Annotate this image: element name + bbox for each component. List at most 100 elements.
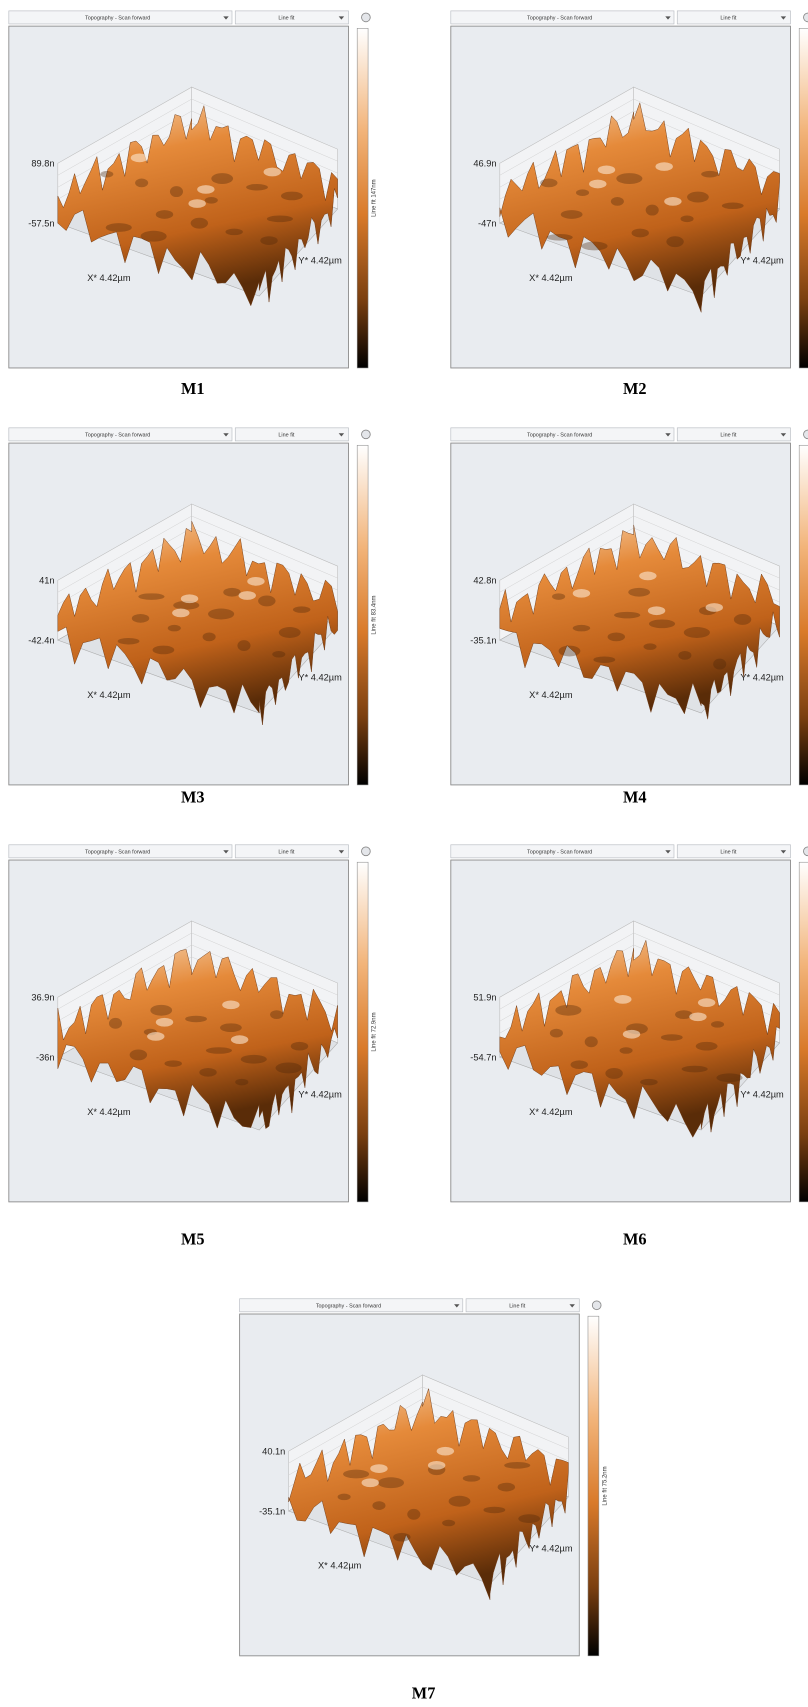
view-dropdown[interactable] [239,1298,464,1313]
z-max-label: 36.9n [31,992,54,1002]
filter-dropdown[interactable] [234,427,349,442]
afm-panel: Topography - Scan forward Line fit 41n -42.… [8,427,378,806]
surface-shade [266,215,293,223]
dropdown-arrow [338,433,345,437]
surface-shade [190,217,209,229]
surface-shade [167,624,181,632]
settings-icon[interactable] [803,429,808,440]
surface-shade [105,223,132,232]
filter-dropdown[interactable] [676,844,791,859]
view-label: Topography - Scan forward [316,1303,381,1309]
view-label: Topography - Scan forward [85,850,150,856]
settings-icon[interactable] [591,1300,602,1311]
surface [288,1388,569,1600]
surface-shade [108,1017,123,1029]
surface-shade [100,170,114,178]
surface-shade [372,1501,386,1510]
view-label: Topography - Scan forward [527,433,592,439]
surface-shade [610,197,624,206]
view-dropdown[interactable] [450,10,675,25]
surface-highlight [647,606,666,616]
y-axis-label: Y* 4.42µm [298,672,342,682]
surface-shade [733,613,752,625]
surface-shade [549,1028,563,1038]
surface [499,524,780,720]
surface-highlight [238,591,256,600]
dropdown-arrow [223,850,229,854]
dropdown-arrow [223,433,229,437]
view-label: Topography - Scan forward [85,433,150,439]
view-dropdown[interactable] [450,427,675,442]
surface-highlight [180,594,199,604]
filter-dropdown[interactable] [234,844,349,859]
y-axis-label: Y* 4.42µm [740,1089,784,1099]
filter-dropdown[interactable] [234,10,349,25]
settings-icon[interactable] [803,12,808,23]
filter-label: Line fit [278,16,295,22]
box-grid [288,1386,569,1464]
settings-icon[interactable] [361,429,371,440]
dropdown-arrow [338,850,345,854]
surface-highlight [622,1029,641,1039]
surface-shade [648,619,676,629]
dropdown-arrow [780,433,787,437]
surface-shade [645,204,659,216]
surface-shade [552,593,566,600]
dropdown-arrow [223,16,229,20]
surface-shade [581,241,608,251]
view-dropdown[interactable] [8,427,233,442]
view-dropdown[interactable] [450,844,675,859]
surface-shade [614,611,641,619]
x-axis-label: X* 4.42µm [318,1561,362,1571]
z-max-label: 89.8n [31,159,54,169]
filter-dropdown[interactable] [676,427,791,442]
panel-caption: M7 [412,1683,436,1702]
dropdown-arrow [665,850,671,854]
surface-shade [483,1506,506,1514]
surface-shade [185,1015,207,1023]
surface-highlight [222,1000,240,1010]
settings-icon[interactable] [803,846,808,857]
z-min-label: -54.7n [470,1052,496,1062]
panel-caption: M5 [181,1229,205,1248]
surface-shade [675,1010,693,1019]
surface-shade [713,658,727,670]
surface-shade [131,613,150,623]
surface-highlight [172,608,190,618]
box-grid [57,515,338,593]
dropdown-arrow [780,16,787,20]
surface-shade [407,1508,421,1520]
x-axis-label: X* 4.42µm [87,273,131,283]
dropdown-arrow [665,16,671,20]
panel-caption: M3 [181,787,205,806]
surface-shade [640,1078,658,1086]
surface-highlight [572,588,591,598]
surface [499,101,780,313]
surface-shade [695,1041,718,1051]
surface-shade [628,587,651,597]
view-dropdown[interactable] [8,844,233,859]
view-dropdown[interactable] [8,10,233,25]
surface-shade [442,1519,456,1527]
surface-shade [666,236,684,248]
surface-shade [270,1010,284,1019]
z-max-label: 41n [39,576,54,586]
surface-shade [290,1041,309,1051]
afm-panel: Topography - Scan forward Line fit 36.9n -3… [8,844,378,1248]
panel-caption: M6 [623,1229,647,1248]
surface-shade [237,640,251,652]
x-axis-label: X* 4.42µm [87,1107,131,1117]
surface-shade [260,236,278,245]
settings-icon[interactable] [361,846,371,857]
surface-shade [211,173,234,184]
settings-icon[interactable] [361,12,371,23]
surface-shade [208,608,235,620]
surface-shade [117,637,140,645]
surface-highlight [361,1478,379,1488]
filter-label: Line fit [720,433,737,439]
surface-shade [710,1021,725,1028]
filter-dropdown[interactable] [676,10,791,25]
z-min-label: -36n [36,1052,55,1062]
surface-highlight [247,576,265,586]
filter-dropdown[interactable] [465,1298,580,1313]
